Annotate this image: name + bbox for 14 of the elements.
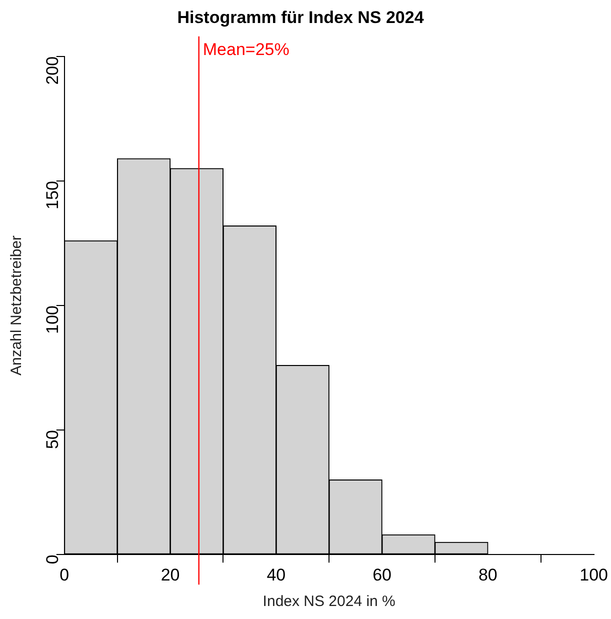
y-axis-title: Anzahl Netzbetreiber: [8, 235, 26, 376]
ref-line-label: Mean=25%: [202, 40, 290, 60]
x-tick-label: 100: [580, 565, 608, 584]
y-tick-label: 150: [43, 180, 62, 210]
x-tick-label: 60: [372, 565, 392, 584]
x-axis-title: Index NS 2024 in %: [262, 593, 396, 610]
x-tick-label: 20: [160, 565, 180, 584]
x-tick-label: 40: [266, 565, 286, 584]
y-tick-label: 100: [43, 306, 62, 334]
y-tick-label: 50: [43, 430, 62, 449]
y-tick-label: 200: [43, 56, 62, 85]
x-tick-label: 80: [478, 565, 498, 584]
y-tick-label: 0: [43, 554, 62, 564]
chart-title: Histogramm für Index NS 2024: [177, 8, 424, 27]
